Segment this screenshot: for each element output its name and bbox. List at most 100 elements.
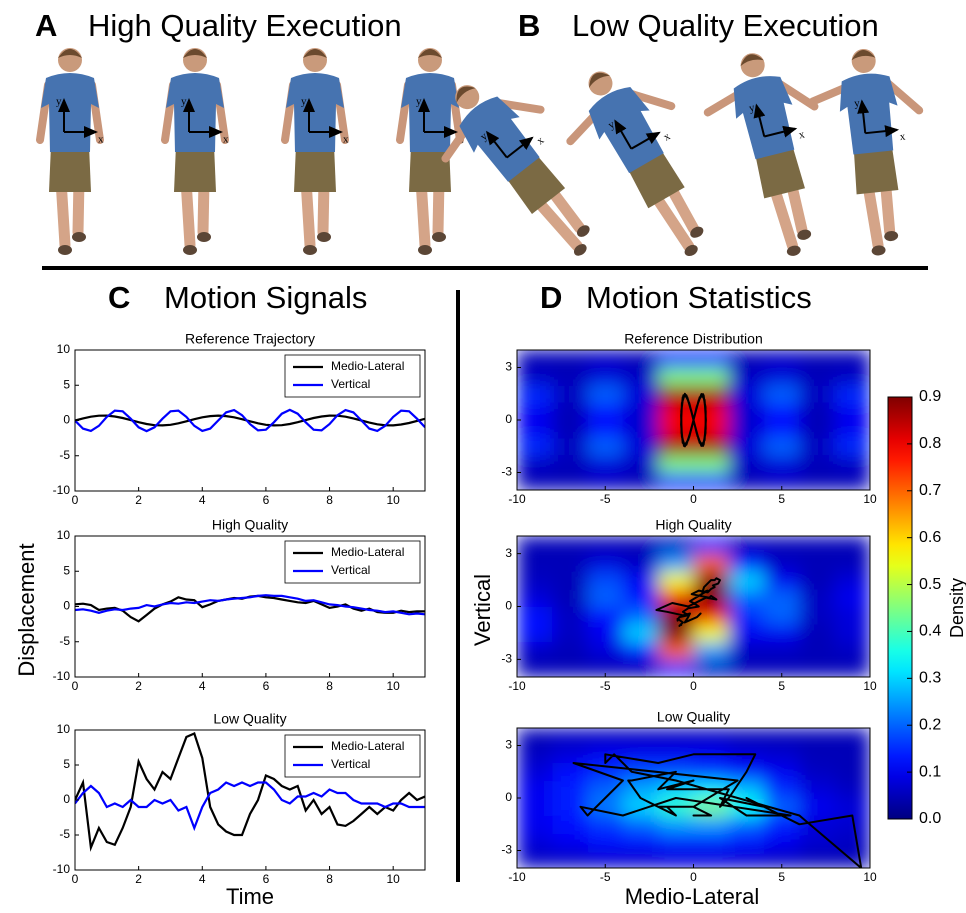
y-tick-label: -3: [501, 652, 512, 666]
density-cell: [517, 368, 553, 386]
colorbar-tick-label: 0.3: [919, 670, 941, 687]
density-cell: [729, 350, 765, 368]
density-cell: [799, 571, 835, 589]
density-cell: [517, 624, 553, 642]
density-cell: [552, 659, 588, 677]
density-cell: [658, 816, 694, 834]
y-tick-label: 10: [57, 722, 71, 736]
shirt: [41, 73, 99, 152]
panel-letter: D: [540, 280, 562, 315]
density-cell: [694, 455, 730, 473]
y-tick-label: 0: [505, 412, 512, 426]
density-cell: [764, 350, 800, 368]
density-cell: [658, 728, 694, 746]
density-cell: [552, 816, 588, 834]
density-cell: [658, 350, 694, 368]
density-cell: [764, 536, 800, 554]
density-cell: [729, 642, 765, 660]
density-cell: [588, 816, 624, 834]
density-cell: [835, 438, 871, 456]
y-tick-label: -3: [501, 465, 512, 479]
density-cell: [694, 833, 730, 851]
density-cell: [552, 728, 588, 746]
density-cell: [835, 473, 871, 491]
density-cell: [835, 589, 871, 607]
density-cell: [658, 659, 694, 677]
density-cell: [694, 368, 730, 386]
density-cell: [799, 554, 835, 572]
density-cell: [799, 728, 835, 746]
density-cell: [517, 851, 553, 869]
density-cell: [835, 420, 871, 438]
x-tick-label: 8: [326, 872, 333, 886]
y-tick-label: 3: [505, 546, 512, 560]
density-cell: [835, 455, 871, 473]
density-cell: [552, 589, 588, 607]
density-cell: [694, 642, 730, 660]
density-cell: [799, 781, 835, 799]
y-tick-label: -5: [59, 634, 70, 648]
colorbar-tick-label: 0.2: [919, 716, 941, 733]
colorbar-tick-label: 0.9: [919, 388, 941, 405]
y-tick-label: -10: [53, 669, 71, 683]
density-cell: [835, 642, 871, 660]
chart-title: Reference Trajectory: [185, 331, 315, 347]
shirt: [401, 73, 459, 152]
density-cell: [729, 368, 765, 386]
density-cell: [835, 833, 871, 851]
axis-letter: y: [416, 96, 422, 108]
density-cell: [552, 368, 588, 386]
density-cell: [623, 473, 659, 491]
density-cell: [658, 473, 694, 491]
y-tick-label: 5: [63, 563, 70, 577]
colorbar-tick-label: 0.8: [919, 435, 941, 452]
density-cell: [517, 438, 553, 456]
density-cell: [658, 368, 694, 386]
density-cell: [623, 781, 659, 799]
x-tick-label: 10: [387, 679, 401, 693]
x-tick-label: 2: [135, 679, 142, 693]
x-axis-label: Medio-Lateral: [625, 884, 760, 909]
y-tick-label: -5: [59, 827, 70, 841]
y-tick-label: 0: [505, 599, 512, 613]
density-cell: [835, 554, 871, 572]
density-cell: [835, 659, 871, 677]
density-cell: [799, 368, 835, 386]
density-cell: [552, 350, 588, 368]
y-tick-label: 3: [505, 738, 512, 752]
density-cell: [588, 420, 624, 438]
density-cell: [729, 833, 765, 851]
density-cell: [799, 659, 835, 677]
density-cell: [552, 536, 588, 554]
legend-label: Vertical: [331, 757, 370, 771]
density-cell: [588, 781, 624, 799]
density-cell: [835, 536, 871, 554]
density-cell: [517, 403, 553, 421]
density-cell: [835, 728, 871, 746]
density-cell: [623, 438, 659, 456]
x-tick-label: -5: [600, 870, 611, 884]
density-cell: [552, 385, 588, 403]
x-tick-label: 10: [387, 493, 401, 507]
density-cell: [729, 607, 765, 625]
density-cell: [764, 816, 800, 834]
density-cell: [835, 350, 871, 368]
y-tick-label: 5: [63, 757, 70, 771]
density-cell: [799, 473, 835, 491]
density-cell: [658, 624, 694, 642]
density-cell: [623, 589, 659, 607]
density-cell: [552, 642, 588, 660]
y-tick-label: -10: [53, 862, 71, 876]
x-tick-label: 0: [690, 492, 697, 506]
density-cell: [835, 624, 871, 642]
axis-letter: x: [798, 128, 807, 141]
x-tick-label: -10: [508, 492, 526, 506]
density-cell: [729, 816, 765, 834]
density-cell: [764, 607, 800, 625]
colorbar: [888, 397, 912, 819]
density-cell: [799, 385, 835, 403]
density-cell: [623, 816, 659, 834]
density-cell: [517, 763, 553, 781]
y-tick-label: 0: [505, 790, 512, 804]
legend-label: Vertical: [331, 377, 370, 391]
